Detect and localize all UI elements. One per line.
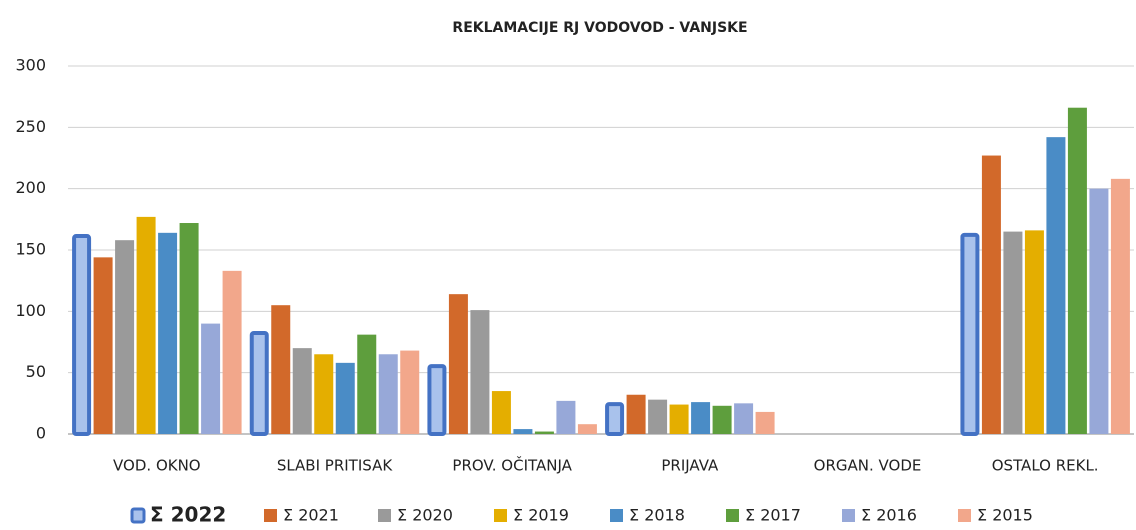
bar bbox=[93, 257, 113, 434]
legend-swatch bbox=[378, 509, 391, 522]
y-tick-label: 250 bbox=[15, 117, 46, 136]
bar bbox=[491, 391, 511, 434]
bar bbox=[1046, 137, 1066, 434]
bar bbox=[115, 240, 135, 434]
bar bbox=[378, 354, 398, 434]
x-tick-label: VOD. OKNO bbox=[113, 457, 201, 475]
legend-swatch bbox=[494, 509, 507, 522]
legend-swatch bbox=[726, 509, 739, 522]
bar bbox=[136, 216, 156, 434]
y-tick-label: 150 bbox=[15, 240, 46, 259]
bar bbox=[222, 270, 242, 434]
legend-label: Σ 2016 bbox=[861, 506, 917, 525]
bar bbox=[271, 305, 291, 434]
bar bbox=[691, 402, 711, 434]
bar bbox=[513, 429, 533, 434]
y-tick-label: 100 bbox=[15, 301, 46, 320]
bar bbox=[314, 354, 334, 434]
legend-label: Σ 2021 bbox=[283, 506, 339, 525]
bar bbox=[1089, 188, 1109, 434]
bar bbox=[448, 294, 468, 434]
legend-label: Σ 2018 bbox=[629, 506, 685, 525]
bar bbox=[292, 348, 312, 434]
bar bbox=[72, 234, 92, 436]
bar bbox=[960, 232, 980, 436]
bar bbox=[470, 310, 490, 434]
bar bbox=[400, 350, 420, 434]
legend-swatch bbox=[130, 507, 146, 524]
bar bbox=[755, 411, 775, 434]
bar bbox=[626, 394, 646, 434]
legend-swatch bbox=[610, 509, 623, 522]
bar bbox=[669, 404, 689, 434]
y-tick-label: 200 bbox=[15, 178, 46, 197]
bar bbox=[712, 405, 732, 434]
x-tick-label: PRIJAVA bbox=[661, 457, 719, 475]
bar bbox=[357, 334, 377, 434]
x-tick-label: PROV. OČITANJA bbox=[452, 456, 572, 475]
x-tick-label: OSTALO REKL. bbox=[992, 457, 1099, 475]
bar bbox=[335, 362, 355, 434]
y-tick-label: 0 bbox=[36, 424, 46, 443]
y-tick-label: 300 bbox=[15, 56, 46, 75]
bar bbox=[556, 400, 576, 434]
bar bbox=[981, 155, 1001, 434]
legend-label: Σ 2019 bbox=[513, 506, 569, 525]
bar bbox=[1003, 231, 1023, 434]
x-tick-label: SLABI PRITISAK bbox=[277, 457, 394, 475]
legend-label: Σ 2020 bbox=[397, 506, 453, 525]
legend-swatch bbox=[264, 509, 277, 522]
bar bbox=[158, 232, 178, 434]
bar bbox=[1024, 230, 1044, 434]
y-tick-label: 50 bbox=[26, 362, 46, 381]
bar bbox=[427, 364, 447, 436]
bar bbox=[648, 399, 668, 434]
bar bbox=[577, 424, 597, 434]
bar bbox=[249, 330, 269, 436]
chart-title: REKLAMACIJE RJ VODOVOD - VANJSKE bbox=[452, 20, 747, 36]
x-tick-label: ORGAN. VODE bbox=[814, 457, 922, 475]
bar bbox=[605, 402, 625, 436]
bar bbox=[534, 431, 554, 434]
bar bbox=[201, 323, 221, 434]
bar bbox=[1110, 178, 1130, 434]
legend-swatch bbox=[842, 509, 855, 522]
legend-label: Σ 2022 bbox=[150, 503, 226, 527]
legend-label: Σ 2015 bbox=[977, 506, 1033, 525]
legend-swatch bbox=[958, 509, 971, 522]
legend-label: Σ 2017 bbox=[745, 506, 801, 525]
bar bbox=[1067, 107, 1087, 434]
bar bbox=[734, 403, 754, 434]
bar bbox=[179, 223, 199, 434]
